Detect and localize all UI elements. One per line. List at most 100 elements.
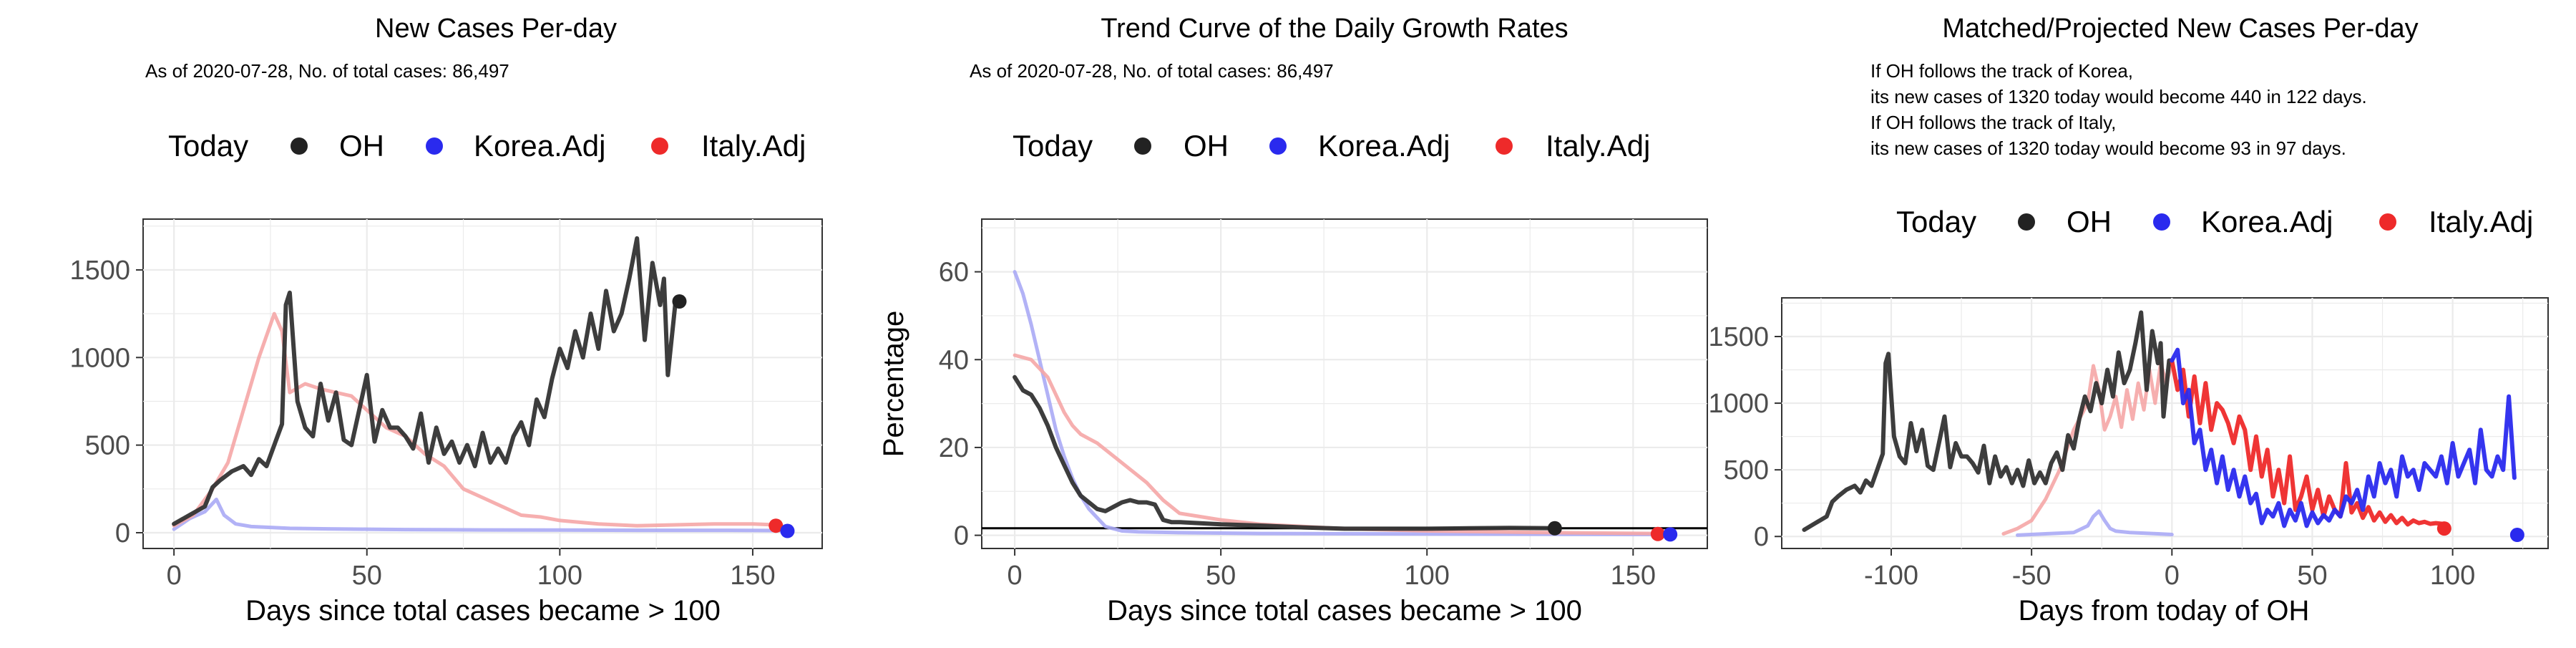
series-group [1802,310,2517,537]
today-points [1547,521,1678,542]
series-group [172,236,786,533]
x-tick-label: 150 [730,561,775,591]
today-point-oh [1547,521,1562,536]
chart-title: New Cases Per-day [375,14,617,44]
x-tick-label: 150 [1611,561,1656,591]
legend-key-italy [2379,213,2396,231]
x-tick-label: 100 [2430,561,2475,591]
today-point-korea-adj [1663,527,1678,542]
x-tick-label: 50 [2297,561,2327,591]
legend-key-korea [1269,137,1287,155]
y-tick-label: 40 [939,345,969,375]
annotation-line: If OH follows the track of Korea, [1870,60,2133,82]
legend-label-korea: Korea.Adj [2201,205,2333,238]
y-tick-label: 60 [939,258,969,288]
chart-growth-rates: Trend Curve of the Daily Growth Rates As… [878,14,1708,627]
legend-title: Today [1013,129,1093,163]
x-axis-label: Days since total cases became > 100 [1107,595,1582,627]
today-point-italy-adj [2436,521,2451,536]
series-line-oh [172,236,682,526]
chart-title: Matched/Projected New Cases Per-day [1942,14,2418,44]
legend-title: Today [1896,205,1976,238]
legend-key-korea [2153,213,2170,231]
legend-label-korea: Korea.Adj [1318,129,1450,163]
legend: Today OH Korea.Adj Italy.Adj [1896,205,2533,238]
legend: Today OH Korea.Adj Italy.Adj [1013,129,1650,163]
today-point-korea-adj [2509,528,2524,543]
chart-projected-cases: Matched/Projected New Cases Per-day If O… [1708,14,2549,627]
x-tick-label: 100 [537,561,582,591]
plot-panel [142,218,823,549]
x-tick-label: 0 [1008,561,1023,591]
y-tick-label: 1000 [69,343,130,373]
today-point-korea-adj [780,523,795,538]
today-point-italy-adj [769,518,784,533]
legend: Today OH Korea.Adj Italy.Adj [168,129,806,163]
x-axis-label: Days since total cases became > 100 [245,595,721,627]
chart-subtitle: As of 2020-07-28, No. of total cases: 86… [145,60,509,82]
y-tick-label: 1000 [1708,389,1769,419]
legend-key-oh [291,137,308,155]
x-tick-label: -100 [1864,561,1918,591]
grid [1782,298,2548,548]
series-line-korea-adj-faded [1013,270,1672,536]
legend-label-italy: Italy.Adj [2429,205,2533,238]
y-tick-label: 500 [1724,455,1769,485]
grid [143,219,822,548]
y-tick-label: 0 [954,521,969,551]
legend-label-oh: OH [339,129,384,163]
legend-label-italy: Italy.Adj [1546,129,1650,163]
annotation-line: If OH follows the track of Italy, [1870,112,2116,133]
series-line-oh [1802,310,2175,532]
series-line-oh [1013,374,1557,531]
series-group [982,270,1707,536]
legend-label-oh: OH [1184,129,1229,163]
today-point-italy-adj [1650,526,1665,541]
x-axis-label: Days from today of OH [2019,595,2310,627]
series-line-korea-adj [2170,347,2517,528]
series-line-italy-adj-faded [2001,361,2174,536]
y-tick-label: 500 [85,431,130,461]
x-tick-label: 100 [1405,561,1450,591]
chart-subtitle: As of 2020-07-28, No. of total cases: 86… [970,60,1334,82]
y-tick-label: 1500 [69,256,130,286]
plot-panel [1781,297,2549,549]
chart-new-cases: New Cases Per-day As of 2020-07-28, No. … [69,14,823,627]
projection-annotation: If OH follows the track of Korea, its ne… [1870,60,2367,159]
x-tick-label: 50 [352,561,382,591]
y-tick-label: 20 [939,433,969,463]
x-tick-label: 0 [2165,561,2180,591]
series-line-korea-adj-faded [172,498,786,533]
annotation-line: its new cases of 1320 today would become… [1870,137,2346,159]
x-tick-label: -50 [2012,561,2051,591]
legend-key-oh [1134,137,1151,155]
chart-title: Trend Curve of the Daily Growth Rates [1101,14,1568,44]
series-line-italy-adj [2170,358,2446,527]
legend-key-italy [1496,137,1513,155]
series-line-italy-adj-faded [172,311,778,528]
y-tick-label: 0 [1754,522,1769,552]
annotation-line: its new cases of 1320 today would become… [1870,86,2367,107]
x-tick-label: 0 [167,561,182,591]
legend-label-oh: OH [2067,205,2112,238]
y-axis-label: Percentage [878,311,909,458]
legend-title: Today [168,129,248,163]
legend-key-oh [2018,213,2035,231]
axes: 0 50 100 150 0 20 40 60 [939,258,1656,591]
today-points [672,294,795,538]
plot-panel [981,218,1708,549]
legend-key-korea [426,137,443,155]
y-tick-label: 1500 [1708,322,1769,352]
legend-label-korea: Korea.Adj [474,129,605,163]
y-tick-label: 0 [115,518,130,548]
series-line-korea-adj-faded [2016,509,2174,537]
today-points [2436,521,2524,543]
today-point-oh [672,294,687,309]
legend-key-italy [651,137,668,155]
x-tick-label: 50 [1206,561,1236,591]
legend-label-italy: Italy.Adj [701,129,806,163]
